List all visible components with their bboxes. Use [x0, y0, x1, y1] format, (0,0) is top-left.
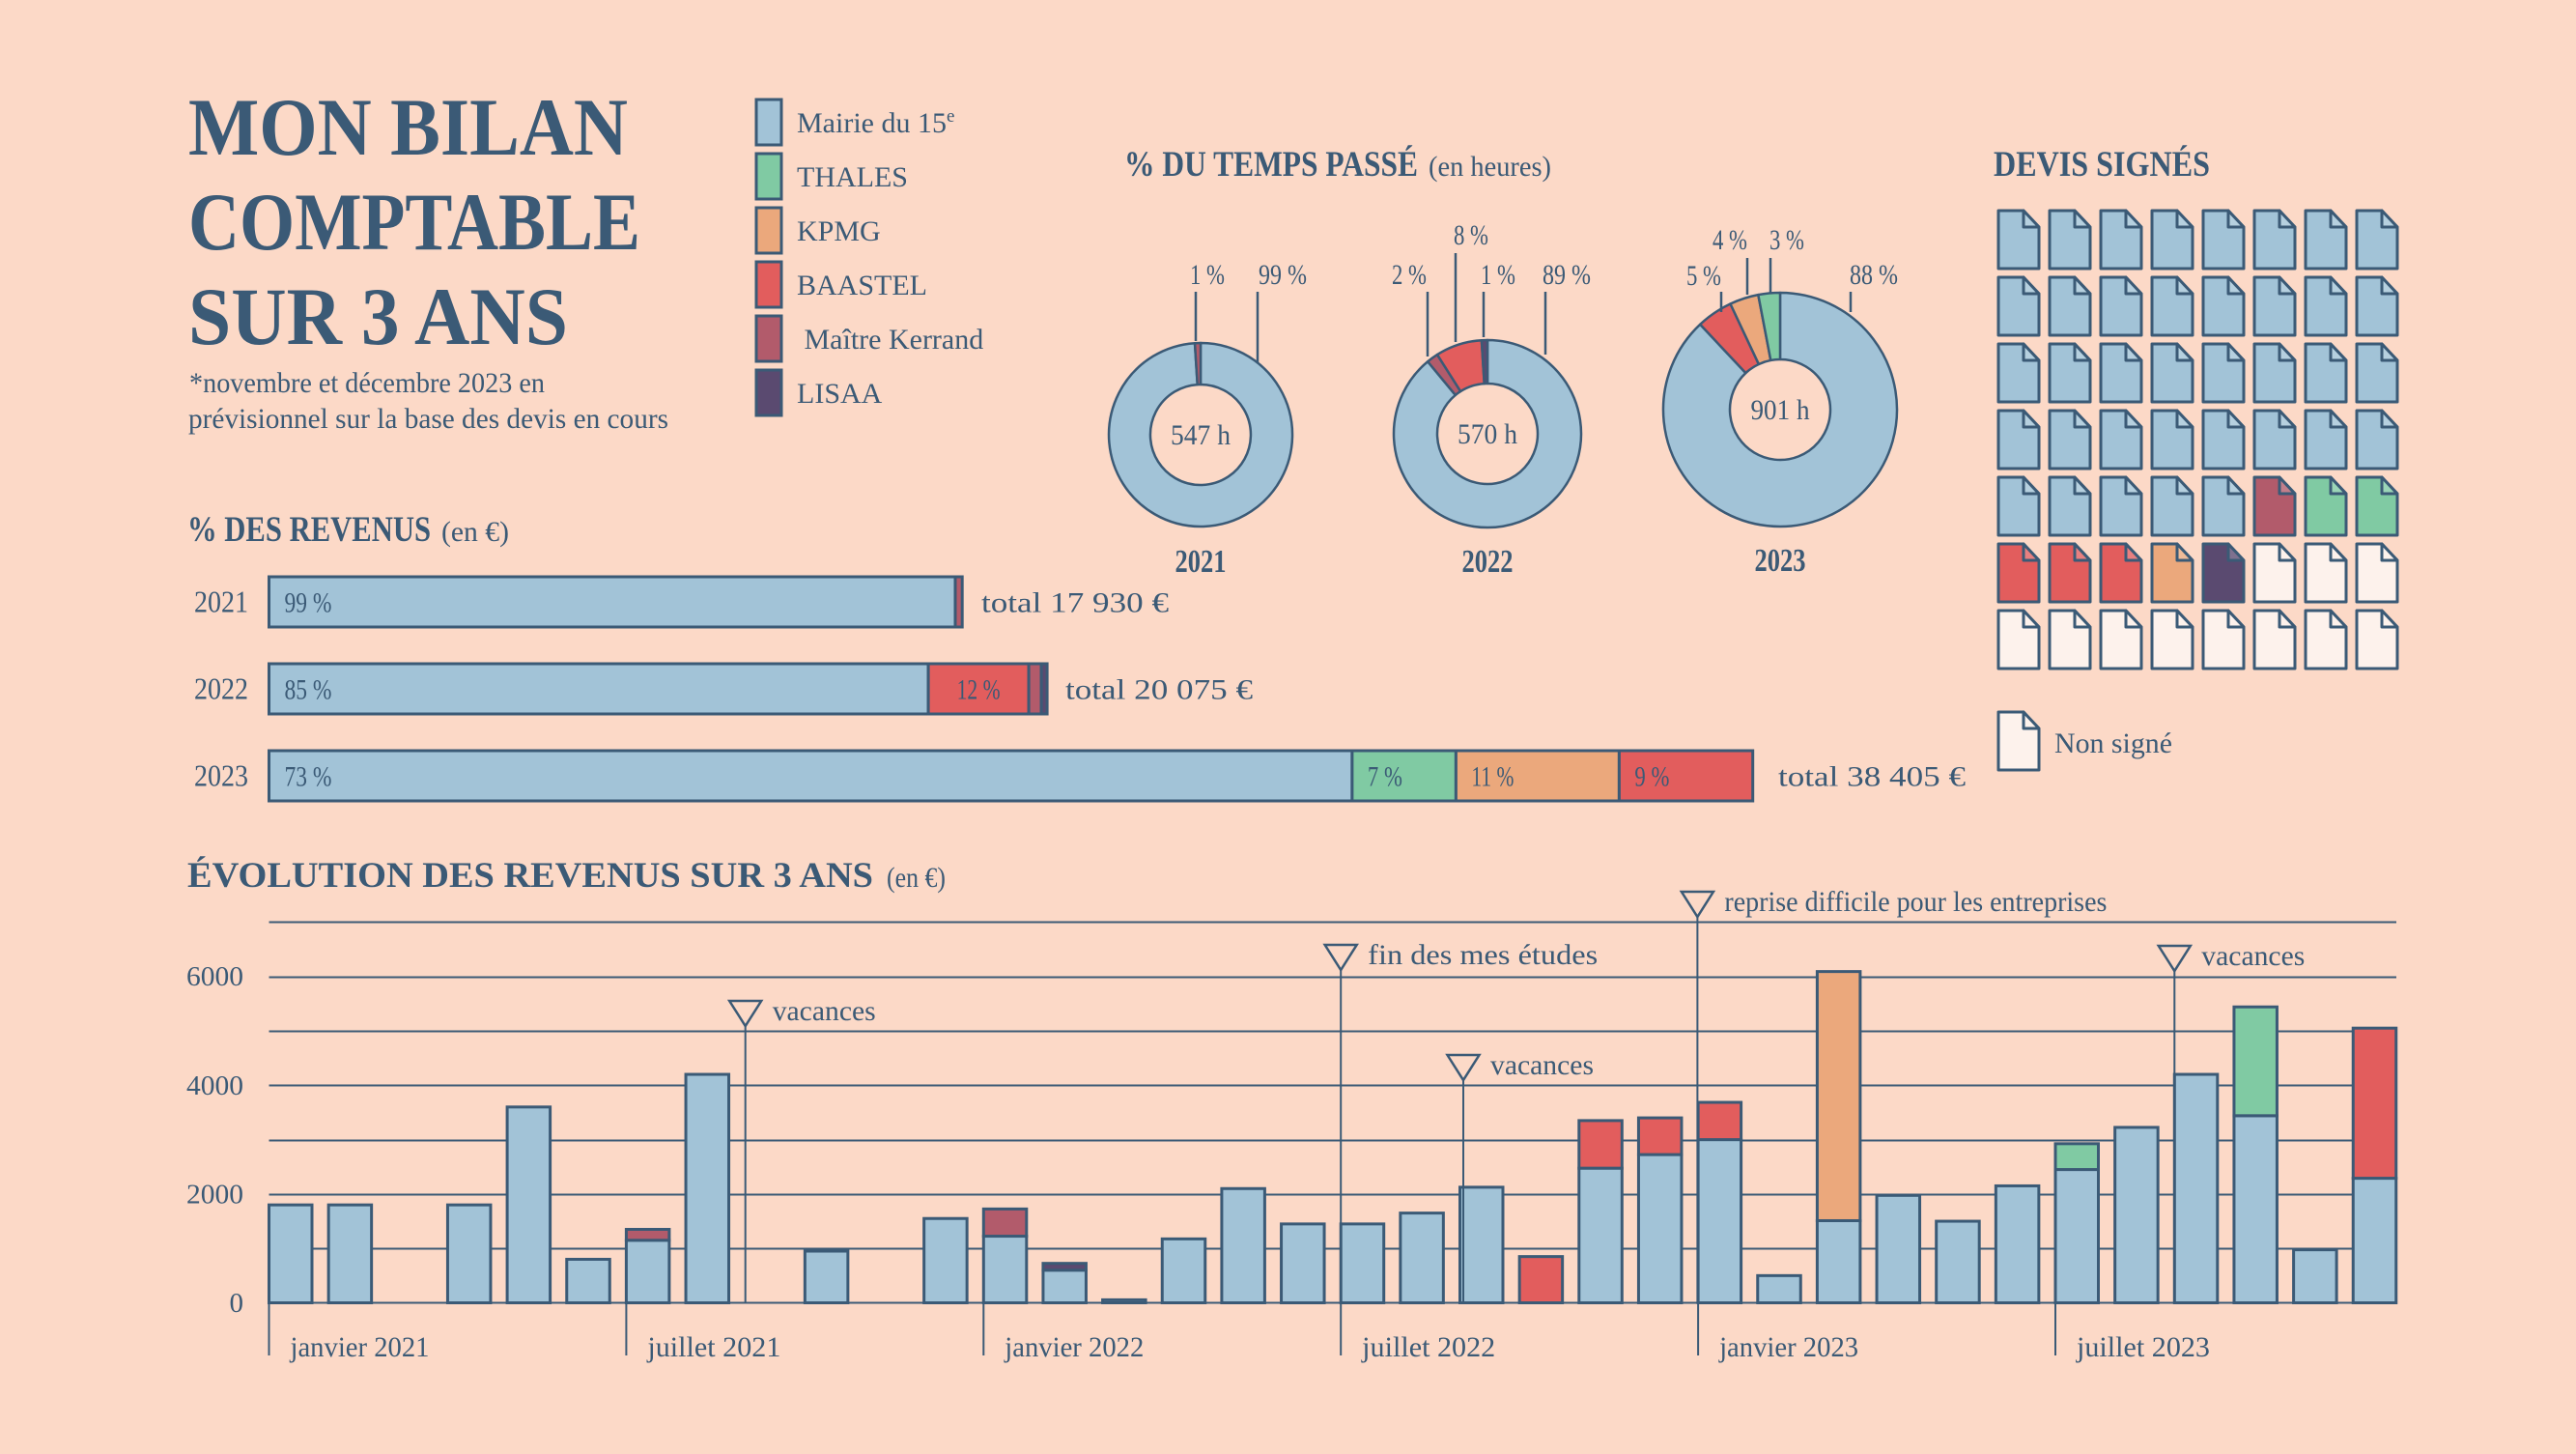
svg-text:reprise difficile pour les ent: reprise difficile pour les entreprises: [1724, 886, 2107, 918]
svg-text:juillet 2021: juillet 2021: [646, 1331, 780, 1363]
svg-text:2021: 2021: [1175, 544, 1227, 580]
svg-text:DEVIS SIGNÉS: DEVIS SIGNÉS: [1994, 144, 2210, 185]
svg-text:0: 0: [230, 1288, 244, 1319]
svg-text:(en €): (en €): [441, 516, 509, 548]
svg-text:2023: 2023: [194, 758, 248, 793]
svg-text:total 17 930 €: total 17 930 €: [981, 587, 1169, 619]
svg-text:2023: 2023: [1755, 543, 1806, 579]
svg-text:570 h: 570 h: [1458, 418, 1517, 450]
svg-text:2022: 2022: [1462, 544, 1514, 580]
svg-text:2021: 2021: [194, 584, 248, 619]
svg-text:SUR 3 ANS: SUR 3 ANS: [188, 271, 568, 362]
svg-text:KPMG: KPMG: [797, 215, 881, 247]
svg-text:prévisionnel sur la base des d: prévisionnel sur la base des devis en co…: [188, 403, 668, 435]
svg-text:vacances: vacances: [2201, 940, 2305, 972]
svg-text:7 %: 7 %: [1368, 761, 1402, 793]
svg-text:juillet 2023: juillet 2023: [2076, 1331, 2210, 1363]
svg-text:4000: 4000: [186, 1070, 243, 1101]
svg-text:Non signé: Non signé: [2054, 727, 2172, 759]
svg-text:89 %: 89 %: [1543, 259, 1591, 291]
svg-text:8 %: 8 %: [1454, 219, 1488, 251]
svg-text:9 %: 9 %: [1634, 761, 1669, 793]
svg-text:4 %: 4 %: [1713, 224, 1747, 256]
svg-text:901 h: 901 h: [1751, 394, 1810, 426]
svg-text:fin des mes études: fin des mes études: [1368, 939, 1598, 971]
svg-text:THALES: THALES: [797, 161, 908, 193]
svg-text:ÉVOLUTION DES REVENUS SUR 3 AN: ÉVOLUTION DES REVENUS SUR 3 ANS: [187, 855, 873, 896]
svg-text:2022: 2022: [194, 671, 248, 706]
svg-text:1 %: 1 %: [1481, 259, 1515, 291]
svg-text:*novembre et décembre 2023 en: *novembre et décembre 2023 en: [189, 367, 545, 399]
svg-text:vacances: vacances: [1490, 1049, 1594, 1081]
svg-text:Mairie du 15e: Mairie du 15e: [797, 106, 954, 139]
svg-text:12 %: 12 %: [957, 674, 1001, 706]
svg-text:547 h: 547 h: [1171, 419, 1231, 451]
svg-text:2000: 2000: [186, 1179, 243, 1210]
svg-text:BAASTEL: BAASTEL: [797, 270, 927, 301]
svg-text:88 %: 88 %: [1850, 259, 1898, 291]
svg-text:MON BILAN: MON BILAN: [188, 82, 628, 173]
svg-text:73 %: 73 %: [285, 761, 332, 793]
svg-text:(en €): (en €): [887, 862, 946, 894]
svg-text:janvier 2021: janvier 2021: [290, 1331, 430, 1363]
svg-text:2 %: 2 %: [1392, 259, 1427, 291]
svg-text:LISAA: LISAA: [797, 378, 883, 410]
svg-text:6000: 6000: [186, 961, 243, 992]
svg-text:% DU TEMPS PASSÉ: % DU TEMPS PASSÉ: [1124, 144, 1418, 185]
svg-text:5 %: 5 %: [1686, 260, 1721, 292]
svg-text:11 %: 11 %: [1471, 761, 1514, 793]
svg-text:total 38 405 €: total 38 405 €: [1778, 761, 1966, 793]
svg-text:99 %: 99 %: [285, 587, 332, 619]
svg-text:85 %: 85 %: [285, 674, 332, 706]
svg-text:janvier 2023: janvier 2023: [1718, 1331, 1858, 1363]
svg-text:vacances: vacances: [773, 995, 876, 1027]
svg-text:COMPTABLE: COMPTABLE: [188, 177, 640, 268]
svg-text:total 20 075 €: total 20 075 €: [1065, 674, 1253, 706]
svg-text:3 %: 3 %: [1769, 224, 1804, 256]
svg-text:99 %: 99 %: [1259, 259, 1307, 291]
svg-text:juillet 2022: juillet 2022: [1361, 1331, 1495, 1363]
svg-text:Maître Kerrand: Maître Kerrand: [797, 324, 983, 356]
svg-text:% DES REVENUS: % DES REVENUS: [187, 510, 431, 550]
svg-text:janvier 2022: janvier 2022: [1004, 1331, 1144, 1363]
svg-text:1 %: 1 %: [1190, 259, 1225, 291]
svg-text:(en heures): (en heures): [1429, 151, 1551, 183]
